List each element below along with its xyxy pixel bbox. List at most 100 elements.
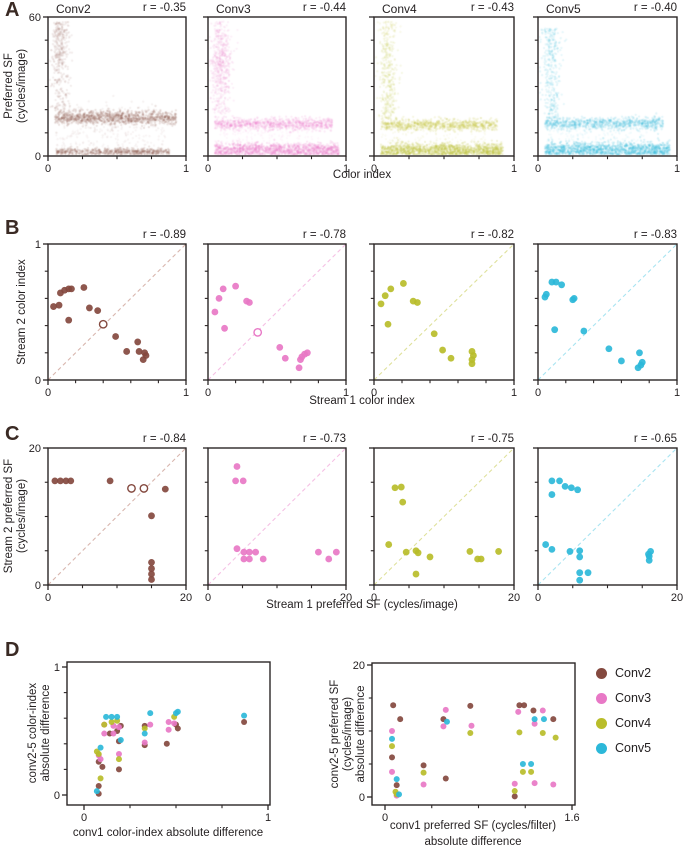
data-point	[531, 780, 538, 787]
data-point	[391, 484, 399, 492]
data-point	[396, 791, 403, 798]
data-point	[389, 743, 396, 750]
x-tick-label: 0	[371, 592, 377, 604]
data-point	[566, 548, 574, 555]
data-point	[542, 541, 550, 548]
data-point	[148, 576, 155, 583]
data-point	[115, 724, 122, 731]
data-point	[315, 548, 322, 556]
data-point	[550, 781, 557, 788]
data-point	[548, 545, 556, 553]
data-point	[515, 708, 522, 715]
data-point	[638, 358, 646, 366]
data-point	[115, 766, 122, 773]
data-point	[57, 477, 64, 485]
axis-box	[47, 243, 187, 381]
data-point	[108, 713, 115, 720]
data-point	[511, 780, 518, 787]
y-tick-label: 60	[29, 12, 41, 24]
data-point	[605, 345, 613, 353]
y-tick-label: 0	[54, 790, 60, 802]
data-point	[552, 734, 559, 741]
unity-diagonal-line	[537, 447, 678, 586]
data-point	[141, 739, 148, 746]
legend: Conv2 Conv3 Conv4 Conv5	[596, 666, 651, 755]
data-point	[148, 570, 155, 578]
x-tick-label: 0	[205, 387, 211, 399]
data-point	[174, 725, 181, 732]
data-point	[634, 364, 642, 372]
data-point	[561, 482, 569, 490]
data-point	[576, 569, 584, 577]
data-point	[389, 735, 396, 742]
data-point	[239, 477, 247, 485]
data-point	[55, 301, 63, 309]
data-point	[420, 762, 427, 769]
y-tick-label: 0	[35, 375, 41, 387]
data-point	[519, 761, 526, 767]
data-point	[80, 284, 88, 291]
data-point	[141, 725, 148, 732]
data-point	[470, 352, 477, 359]
x-tick-label: 0	[45, 387, 51, 399]
axis-box	[207, 16, 347, 157]
data-point	[135, 348, 143, 355]
x-tick-label: 0	[535, 387, 541, 399]
x-tick-label: 20	[180, 592, 192, 604]
data-point	[115, 756, 122, 763]
data-point	[389, 728, 396, 734]
data-point	[548, 491, 556, 498]
data-point	[420, 781, 427, 788]
x-tick-label: 0	[535, 592, 541, 604]
data-point	[95, 751, 102, 758]
x-tick-label: 1	[343, 387, 349, 399]
data-point	[390, 702, 397, 709]
unity-diagonal-line	[207, 447, 347, 586]
data-point	[134, 338, 142, 346]
x-tick-label: 20	[508, 592, 520, 604]
data-point	[511, 793, 518, 800]
data-point	[519, 768, 526, 775]
data-point	[531, 716, 538, 723]
data-point	[101, 721, 108, 728]
data-point	[574, 486, 582, 494]
data-point	[397, 716, 404, 723]
legend-item-conv4: Conv4	[596, 716, 651, 730]
data-point	[467, 702, 474, 709]
data-point	[399, 498, 407, 506]
x-tick-label: 0	[45, 592, 51, 604]
data-point	[540, 716, 547, 723]
x-tick-label: 1	[674, 387, 680, 399]
data-point	[477, 555, 485, 563]
axis-box	[66, 661, 271, 806]
open-data-point	[253, 327, 263, 337]
data-point	[65, 316, 73, 324]
legend-label-conv3: Conv3	[615, 691, 652, 705]
data-point	[389, 768, 396, 775]
x-tick-label: 1	[183, 387, 189, 399]
data-point	[447, 354, 455, 362]
data-point	[443, 718, 450, 725]
data-point	[62, 477, 70, 485]
data-point	[440, 723, 447, 730]
data-point	[548, 477, 556, 485]
data-point	[241, 719, 248, 726]
x-tick-label: 0	[382, 812, 388, 824]
data-point	[94, 307, 102, 315]
unity-diagonal-line	[537, 243, 678, 381]
unity-diagonal-line	[373, 447, 515, 586]
data-point	[439, 346, 446, 354]
unity-diagonal-line	[207, 243, 347, 381]
data-point	[389, 754, 396, 761]
open-data-point	[139, 484, 149, 493]
data-point	[467, 729, 474, 736]
data-point	[103, 713, 110, 720]
data-point	[303, 349, 311, 357]
axis-box	[371, 662, 576, 806]
data-point	[426, 553, 434, 561]
data-point	[516, 702, 523, 709]
data-point	[539, 729, 546, 736]
data-point	[50, 303, 57, 310]
data-point	[580, 327, 588, 335]
